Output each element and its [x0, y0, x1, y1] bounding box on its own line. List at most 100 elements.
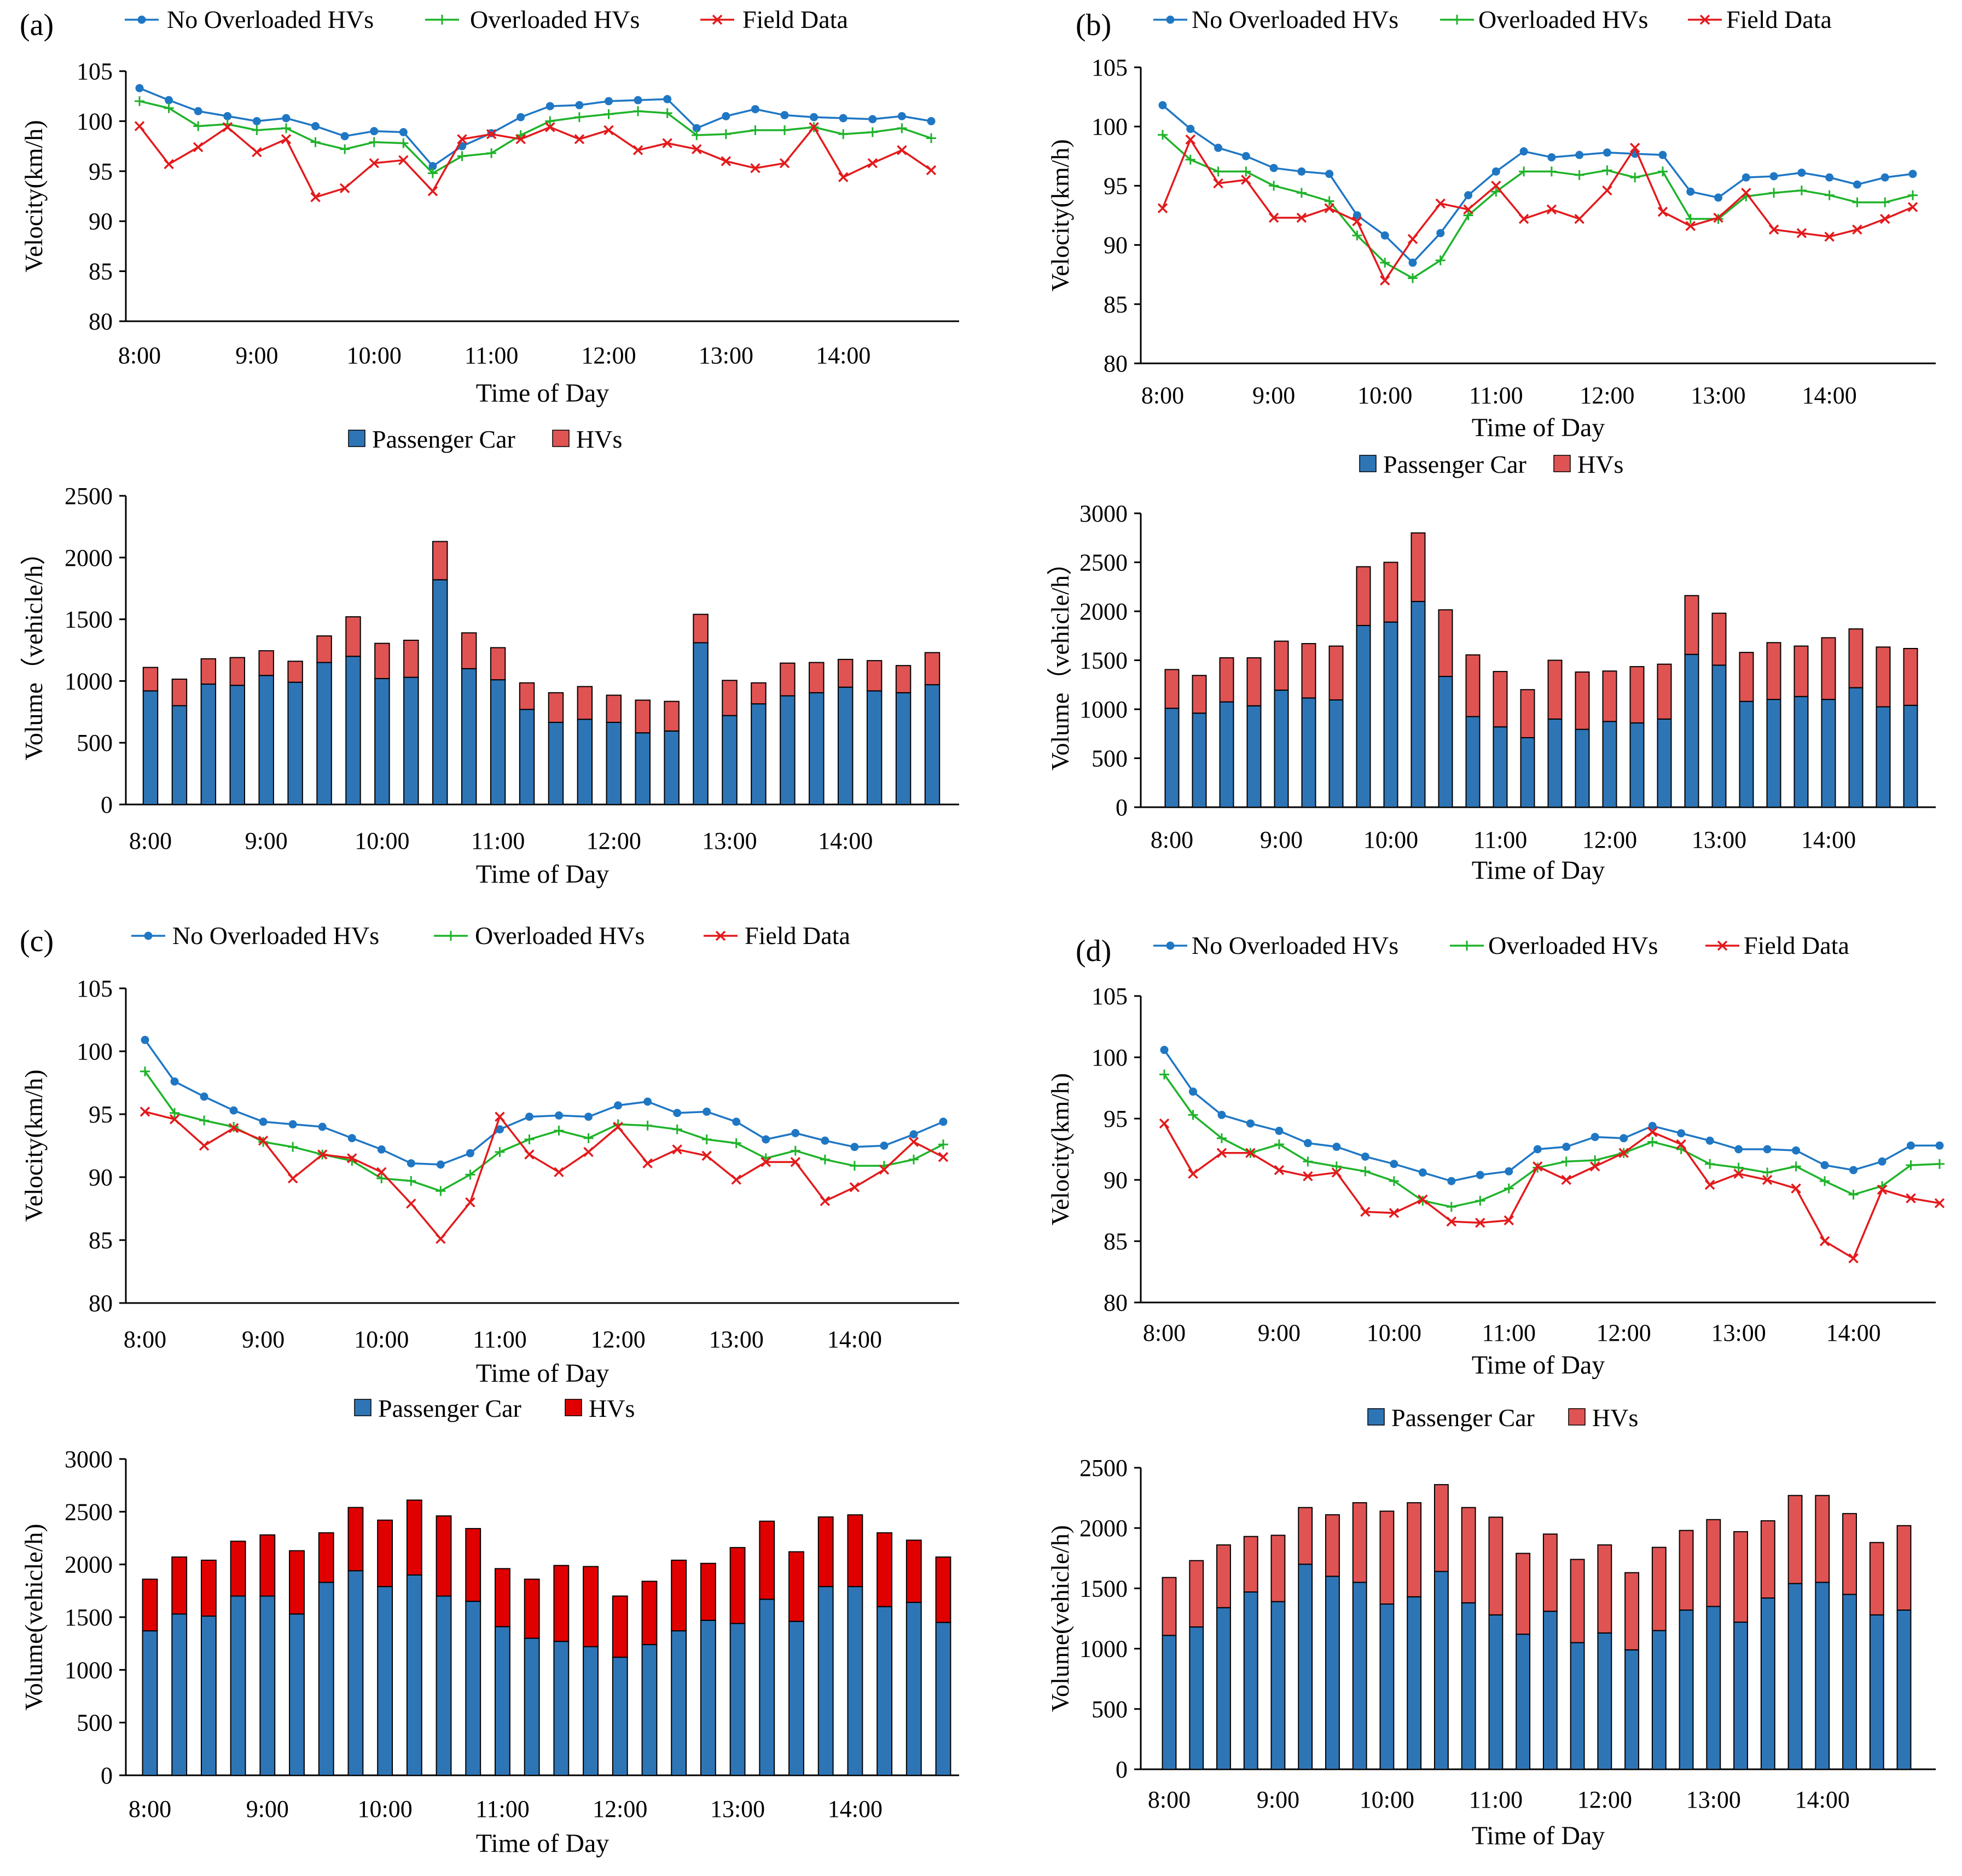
panel-1-volume-bar-hvs [1192, 675, 1207, 714]
point-marker [701, 1150, 712, 1161]
panel-2-speed-ytick-label: 105 [77, 975, 113, 1002]
panel-1-volume-bar-hvs [1602, 670, 1617, 722]
point-marker [369, 137, 379, 147]
panel-0-volume-ytick-label: 1000 [65, 668, 113, 694]
panel-1-volume-legend-label: Passenger Car [1383, 450, 1526, 478]
point-marker [1935, 1141, 1944, 1150]
panel-2-speed-ytick-label: 80 [89, 1290, 113, 1317]
point-marker [1464, 191, 1473, 200]
point-marker [1686, 187, 1695, 196]
panel-3-speed-ytick-label: 95 [1104, 1105, 1128, 1132]
point-marker [1269, 164, 1278, 172]
panel-0-volume-y-axis-title: Volume（vehicle/h） [20, 540, 48, 761]
panel-0-volume-bar-hvs [924, 652, 941, 686]
point-marker [1880, 173, 1889, 182]
panel-0-volume-bar-passenger [519, 709, 535, 805]
point-marker [731, 1174, 741, 1185]
point-marker [692, 124, 701, 132]
point-marker [751, 105, 759, 113]
panel-0-volume-bar-hvs [635, 699, 651, 734]
point-marker [376, 1167, 387, 1178]
point-marker [722, 112, 730, 120]
panel-0-volume-bar-passenger [809, 692, 825, 806]
point-marker [1213, 178, 1223, 189]
point-marker [1296, 212, 1307, 223]
panel-1-volume-bar-passenger [1410, 601, 1426, 808]
panel-3-volume-bar-hvs [1679, 1530, 1694, 1611]
point-marker [1647, 1137, 1658, 1147]
panel-0-volume-bar-passenger [837, 686, 854, 806]
point-marker [1906, 1193, 1916, 1203]
point-marker [1677, 1129, 1686, 1138]
point-marker [545, 116, 555, 126]
point-marker [524, 1149, 535, 1160]
point-marker [1825, 173, 1834, 182]
panel-3-volume-bar-passenger [1488, 1614, 1504, 1770]
point-marker [662, 138, 672, 148]
point-marker [603, 125, 614, 136]
panel-3-volume-bar-passenger [1896, 1609, 1912, 1770]
point-marker [1241, 175, 1251, 185]
point-marker [926, 165, 937, 176]
point-marker [1769, 172, 1778, 181]
panel-1-speed-legend-label: Overloaded HVs [1478, 5, 1648, 33]
point-marker [1275, 1126, 1284, 1135]
point-marker [1352, 230, 1362, 241]
point-marker [281, 134, 292, 144]
point-marker [838, 129, 849, 140]
panel-2-volume-bar-passenger [641, 1644, 658, 1776]
panel-3-volume-bar-passenger [1189, 1626, 1204, 1770]
point-marker [1533, 1145, 1542, 1154]
point-marker [1880, 197, 1890, 207]
panel-3-volume-bar-hvs [1243, 1536, 1258, 1593]
point-marker [406, 1176, 416, 1186]
point-marker [1685, 213, 1696, 224]
panel-2-speed-legend-label: Overloaded HVs [475, 922, 645, 949]
point-marker [672, 1124, 682, 1134]
panel-3-volume-bar-hvs [1706, 1519, 1721, 1607]
panel-2-speed-xtick-label: 13:00 [709, 1326, 764, 1353]
point-marker [164, 159, 174, 170]
point-marker [701, 1134, 712, 1144]
point-marker [1303, 1171, 1313, 1182]
panel-3-volume-bar-hvs [1379, 1510, 1395, 1605]
point-marker [495, 1147, 505, 1157]
point-marker [170, 1077, 179, 1086]
point-marker [1589, 1161, 1600, 1172]
point-marker [1705, 1159, 1715, 1169]
panel-1-volume-legend-swatch [1359, 455, 1377, 472]
panel-3-volume-xtick-label: 9:00 [1257, 1786, 1299, 1813]
panel-2-volume-bar-passenger [524, 1637, 540, 1776]
panel-0-volume-bar-passenger [287, 681, 303, 805]
point-marker [340, 144, 350, 154]
panel-2-volume-bar-hvs [935, 1556, 951, 1623]
panel-0-volume-bar-hvs [664, 700, 680, 732]
panel-1-volume-bar-hvs [1739, 652, 1754, 702]
panel-3-volume-chart: 0 500 1000 1500 2000 2500 8:00 9:00 10:00 11:00 12… [1046, 1404, 1936, 1850]
panel-0-speed-xtick-label: 14:00 [816, 342, 870, 369]
panel-2-volume-legend-label: Passenger Car [378, 1394, 521, 1422]
panel-1-volume-bar-passenger [1192, 713, 1207, 808]
panel-3-volume-bar-hvs [1842, 1513, 1857, 1595]
point-marker [1504, 1183, 1514, 1194]
point-marker [222, 122, 233, 132]
panel-3-volume-bar-hvs [1461, 1507, 1476, 1603]
point-marker [692, 144, 702, 154]
point-marker [1574, 170, 1584, 180]
panel-2-volume-bar-hvs [759, 1520, 775, 1600]
panel-2-volume-xtick-label: 13:00 [710, 1796, 765, 1822]
panel-1-volume-bar-hvs [1465, 654, 1481, 717]
point-marker [791, 1129, 800, 1137]
panel-2-volume-bar-hvs [876, 1532, 893, 1607]
panel-1-volume-bar-hvs [1301, 643, 1316, 699]
point-marker [1504, 1215, 1514, 1226]
point-marker [369, 158, 379, 169]
point-marker [1853, 180, 1861, 189]
panel-1-volume-bar-hvs [1438, 609, 1453, 678]
panel-1-volume-bar-hvs [1410, 532, 1426, 603]
panel-3-volume-xtick-label: 11:00 [1469, 1786, 1523, 1813]
point-marker [1246, 1119, 1255, 1128]
panel-0-volume-ytick-label: 2000 [65, 545, 113, 571]
point-marker [880, 1142, 889, 1150]
point-marker [721, 156, 732, 166]
